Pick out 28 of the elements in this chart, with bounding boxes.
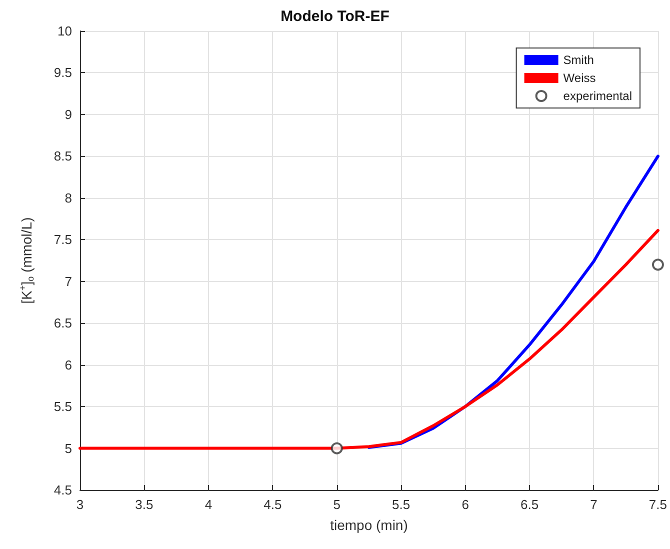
legend-label: Smith — [563, 53, 594, 67]
y-tick-label: 7 — [64, 274, 72, 289]
x-tick-label: 3.5 — [135, 497, 154, 512]
x-tick-label: 4.5 — [264, 497, 282, 512]
y-axis-title: [K+]o (mmol/L) — [18, 217, 36, 304]
y-tick-label: 5.5 — [54, 399, 72, 414]
x-tick-label: 4 — [204, 497, 212, 512]
x-tick-label: 3 — [76, 497, 84, 512]
x-tick-label: 6.5 — [520, 497, 539, 512]
x-tick-label: 7 — [590, 497, 598, 512]
y-tick-label: 8 — [64, 190, 72, 206]
x-axis-title: tiempo (min) — [330, 517, 408, 533]
x-tick-label: 7.5 — [648, 497, 668, 512]
x-tick-label: 5 — [333, 497, 340, 512]
y-tick-label: 5 — [64, 440, 72, 456]
x-tick-label: 5.5 — [392, 497, 410, 512]
y-tick-label: 4.5 — [54, 482, 72, 498]
y-tick-label: 10 — [58, 24, 72, 38]
chart-title: Modelo ToR-EF — [280, 8, 390, 25]
y-tick-label: 9 — [64, 106, 72, 122]
y-tick-label: 6 — [64, 357, 72, 372]
y-tick-label: 9.5 — [54, 65, 72, 80]
y-tick-label: 6.5 — [54, 316, 72, 331]
y-tick-label: 7.5 — [54, 232, 72, 248]
y-tick-label: 8.5 — [54, 148, 72, 164]
legend-label: experimental — [563, 89, 632, 103]
legend-label: Weiss — [563, 71, 596, 85]
x-tick-label: 6 — [462, 497, 469, 512]
